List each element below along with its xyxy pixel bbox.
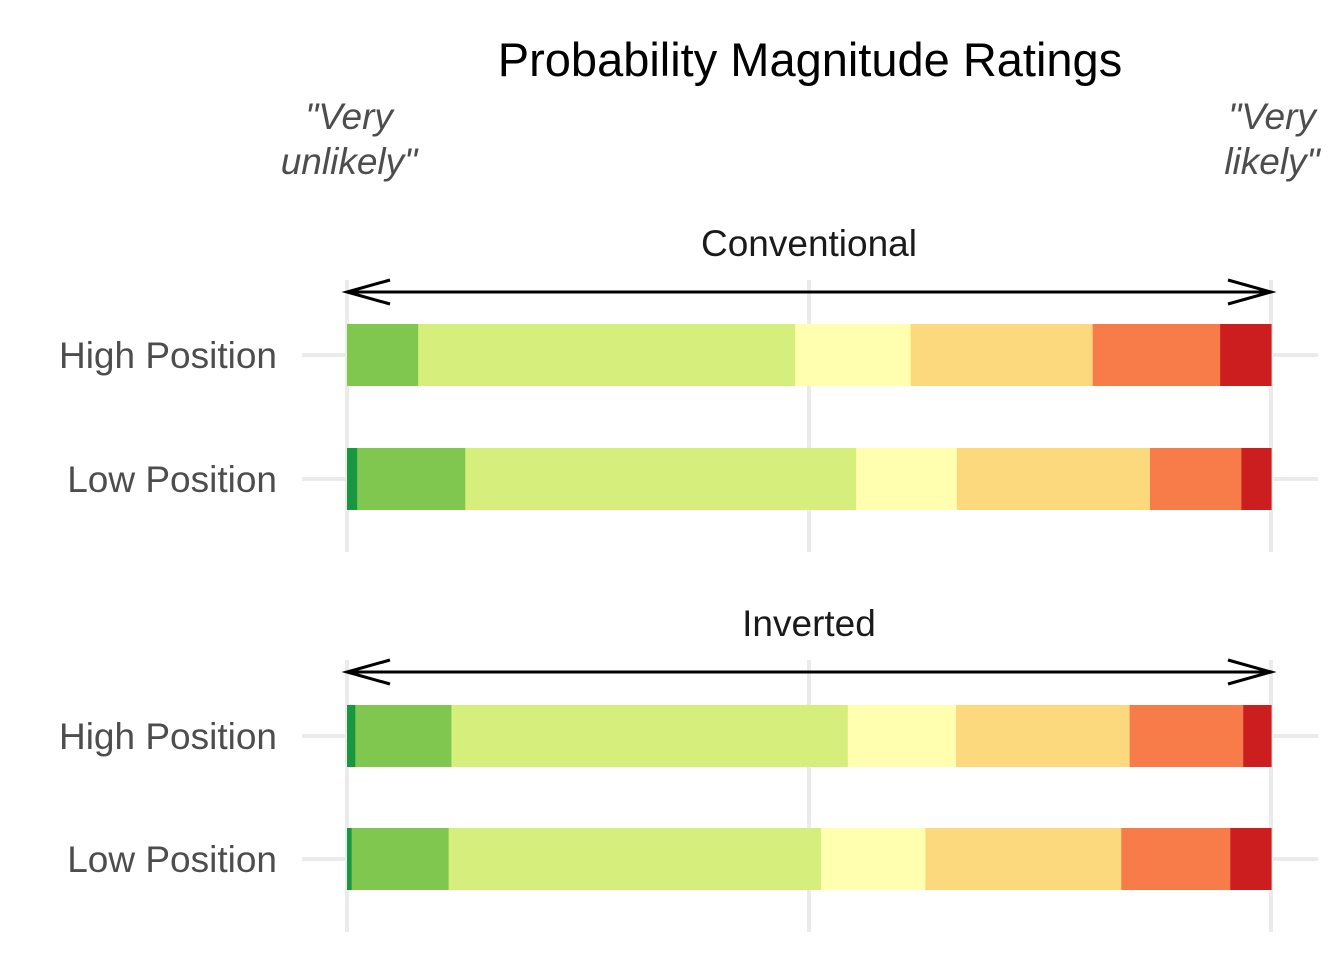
panel-inverted-bar-1-segment-0 xyxy=(347,828,353,890)
panel-inverted-bar-0-segment-3 xyxy=(847,705,957,767)
panel-inverted-bar-0-segment-4 xyxy=(955,705,1131,767)
panel-conventional-bar-0-segment-4 xyxy=(910,324,1094,386)
panel-inverted-bar-1-segment-2 xyxy=(448,828,822,890)
panel-conventional-arrow-left-head xyxy=(341,278,391,306)
panel-conventional-arrow-right-head xyxy=(1227,278,1277,306)
panel-inverted-bar-1-segment-5 xyxy=(1121,828,1231,890)
chart-title: Probability Magnitude Ratings xyxy=(498,33,1122,86)
panel-inverted-bar-1-segment-3 xyxy=(821,828,927,890)
left-anchor-label-line-2: unlikely" xyxy=(281,141,419,182)
panel-inverted-category-label-0: High Position xyxy=(59,716,277,757)
panel-inverted-label: Inverted xyxy=(742,603,876,644)
panel-conventional-category-label-0: High Position xyxy=(59,335,277,376)
panel-conventional-bar-0-segment-6 xyxy=(1220,324,1272,386)
panel-conventional-bar-0-segment-1 xyxy=(347,324,419,386)
right-anchor-label-line-1: "Very xyxy=(1228,96,1318,137)
panel-inverted-bar-0-segment-1 xyxy=(355,705,453,767)
panel-conventional-bar-1-segment-2 xyxy=(465,448,857,510)
left-anchor-label-line-1: "Very xyxy=(305,96,395,137)
panel-inverted-category-label-1: Low Position xyxy=(67,839,277,880)
panel-conventional-bar-1-segment-1 xyxy=(357,448,466,510)
panel-conventional-category-label-1: Low Position xyxy=(67,459,277,500)
panel-conventional-label: Conventional xyxy=(701,223,917,264)
panel-conventional-bar-1-segment-3 xyxy=(856,448,958,510)
panel-inverted-arrow-left-head xyxy=(341,658,391,686)
panel-conventional-bar-0-segment-2 xyxy=(418,324,796,386)
panel-conventional-bar-1-segment-6 xyxy=(1241,448,1272,510)
panel-conventional-bar-1-segment-4 xyxy=(956,448,1151,510)
panel-inverted-arrow-right-head xyxy=(1227,658,1277,686)
panel-inverted-bar-0-segment-5 xyxy=(1129,705,1244,767)
panel-conventional-bar-0-segment-5 xyxy=(1092,324,1221,386)
panel-inverted-bar-0-segment-2 xyxy=(451,705,849,767)
panel-inverted-bar-1-segment-4 xyxy=(925,828,1122,890)
panel-conventional-bar-0-segment-3 xyxy=(795,324,912,386)
panel-inverted-bar-0-segment-0 xyxy=(347,705,356,767)
chart-panels: Conventional High Position Low Position Inv… xyxy=(59,223,1318,932)
right-anchor-label-line-2: likely" xyxy=(1224,141,1321,182)
panel-conventional-bar-1-segment-0 xyxy=(347,448,358,510)
panel-inverted-bar-1-segment-6 xyxy=(1230,828,1272,890)
panel-inverted-bar-0-segment-6 xyxy=(1243,705,1272,767)
panel-conventional-bar-1-segment-5 xyxy=(1149,448,1243,510)
panel-inverted-bar-1-segment-1 xyxy=(351,828,450,890)
